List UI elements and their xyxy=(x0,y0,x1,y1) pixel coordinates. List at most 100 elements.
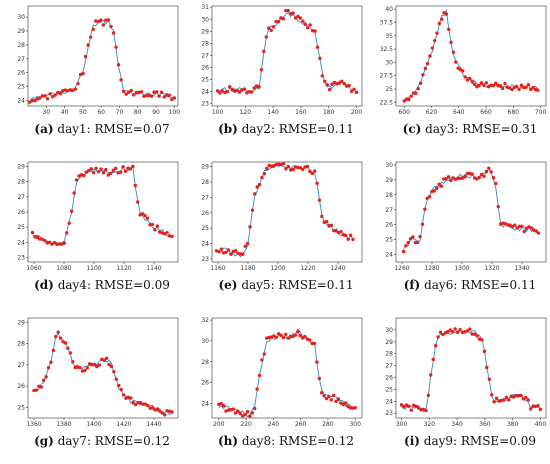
data-point-predicted xyxy=(413,240,418,245)
chart-panel: 30 40 50 60 70 80 90 100 24 25 26 27 28 29 30 (a) day1:… xyxy=(12,2,192,152)
y-tick-label: 29 xyxy=(385,177,393,184)
data-point-predicted xyxy=(487,166,491,170)
data-point-predicted xyxy=(121,165,125,169)
chart-svg: 1160 1180 1200 1220 1240 23 24 25 26 27 28 29 xyxy=(201,161,363,272)
data-point-predicted xyxy=(429,373,433,377)
data-point-predicted xyxy=(260,175,264,180)
y-tick-label: 25 xyxy=(17,404,25,411)
data-point-predicted xyxy=(243,412,247,417)
subfigure-caption-text: day7: RMSE=0.12 xyxy=(57,434,170,448)
data-point-predicted xyxy=(112,370,116,374)
subfigure-caption: (a) day1: RMSE=0.07 xyxy=(12,122,192,136)
subfigure-caption: (e) day5: RMSE=0.11 xyxy=(196,278,376,292)
data-point-predicted xyxy=(432,38,437,43)
subfigure-label: (b) xyxy=(218,122,238,136)
y-tick-label: 30 xyxy=(385,162,393,169)
data-point-predicted xyxy=(435,31,439,35)
data-point-predicted xyxy=(267,26,271,30)
data-point-predicted xyxy=(128,167,133,171)
data-point-predicted xyxy=(136,400,140,405)
y-tick-label: 30 xyxy=(201,16,209,23)
data-point-predicted xyxy=(351,237,355,242)
data-point-predicted xyxy=(252,86,256,90)
plot-frame xyxy=(27,5,179,107)
x-tick-label: 1240 xyxy=(330,265,345,272)
chart-panel: 600 620 640 660 680 700 22.5 25 27.5 30 32.5 35 37.5… xyxy=(380,2,550,152)
data-point-predicted xyxy=(68,88,73,92)
data-point-predicted xyxy=(513,223,517,227)
data-point-predicted xyxy=(51,348,56,353)
data-point-predicted xyxy=(127,90,131,94)
subfigure-label: (e) xyxy=(218,278,238,292)
data-point-predicted xyxy=(221,403,226,408)
data-point-predicted xyxy=(528,407,533,411)
data-point-predicted xyxy=(150,406,155,410)
y-tick-label: 24 xyxy=(385,252,393,259)
data-point-predicted xyxy=(114,45,118,49)
chart-svg: 1060 1080 1100 1120 1140 23 24 25 26 27 28 29 xyxy=(17,161,179,272)
data-point-predicted xyxy=(489,170,493,174)
y-tick-label: 24 xyxy=(17,97,25,104)
subfigure-caption: (f) day6: RMSE=0.11 xyxy=(380,278,550,292)
data-point-predicted xyxy=(348,233,353,237)
data-point-predicted xyxy=(470,79,474,83)
data-point-predicted xyxy=(399,403,404,407)
data-point-predicted xyxy=(255,185,259,189)
chart-svg: 1360 1380 1400 1420 1440 25 26 27 28 29 xyxy=(17,317,179,428)
y-tick-label: 23 xyxy=(201,101,209,108)
data-point-predicted xyxy=(298,333,302,338)
data-point-predicted xyxy=(519,393,523,398)
y-tick-label: 28 xyxy=(201,179,209,186)
data-point-predicted xyxy=(301,19,305,23)
data-point-predicted xyxy=(404,244,408,248)
data-point-predicted xyxy=(291,11,295,15)
data-point-predicted xyxy=(416,240,420,245)
data-point-predicted xyxy=(411,235,415,239)
chart-panel: 1360 1380 1400 1420 1440 25 26 27 28 29 (g) day7: … xyxy=(12,314,192,464)
data-point-predicted xyxy=(470,172,474,176)
data-point-predicted xyxy=(484,169,489,174)
data-point-predicted xyxy=(334,399,338,404)
data-point-predicted xyxy=(49,360,53,364)
data-point-predicted xyxy=(425,196,429,200)
data-point-predicted xyxy=(312,341,317,346)
x-tick-label: 1400 xyxy=(86,421,101,428)
y-tick-label: 25 xyxy=(385,237,393,244)
data-point-predicted xyxy=(259,68,264,72)
data-point-predicted xyxy=(482,174,486,178)
y-tick-label: 29 xyxy=(201,164,209,171)
data-point-predicted xyxy=(329,398,333,402)
data-point-predicted xyxy=(44,375,48,379)
data-point-predicted xyxy=(132,93,136,97)
x-tick-label: 1140 xyxy=(146,265,161,272)
data-point-predicted xyxy=(423,207,427,211)
data-point-predicted xyxy=(159,90,164,94)
x-tick-label: 300 xyxy=(349,421,361,428)
data-point-predicted xyxy=(284,8,288,13)
y-tick-label: 26 xyxy=(201,64,209,71)
x-tick-label: 300 xyxy=(396,421,408,428)
data-point-predicted xyxy=(308,23,312,27)
data-point-predicted xyxy=(303,22,307,27)
data-point-predicted xyxy=(245,409,250,414)
series-line-measured xyxy=(29,19,175,102)
data-point-predicted xyxy=(517,87,521,91)
data-point-predicted xyxy=(249,90,254,94)
x-tick-label: 360 xyxy=(479,421,491,428)
y-tick-label: 24 xyxy=(201,89,209,96)
data-point-predicted xyxy=(346,237,350,241)
data-point-predicted xyxy=(455,330,460,334)
data-point-predicted xyxy=(477,83,481,88)
plot-frame xyxy=(395,317,547,419)
data-point-predicted xyxy=(329,223,334,227)
data-point-predicted xyxy=(470,332,474,336)
x-tick-label: 1300 xyxy=(454,265,469,272)
y-tick-label: 27 xyxy=(17,56,25,63)
data-point-predicted xyxy=(247,90,251,94)
data-point-predicted xyxy=(493,81,498,86)
data-point-predicted xyxy=(271,25,276,29)
x-tick-label: 280 xyxy=(322,421,334,428)
subfigure-label: (f) xyxy=(403,278,421,292)
y-tick-label: 29 xyxy=(17,164,25,171)
data-point-predicted xyxy=(449,40,453,45)
